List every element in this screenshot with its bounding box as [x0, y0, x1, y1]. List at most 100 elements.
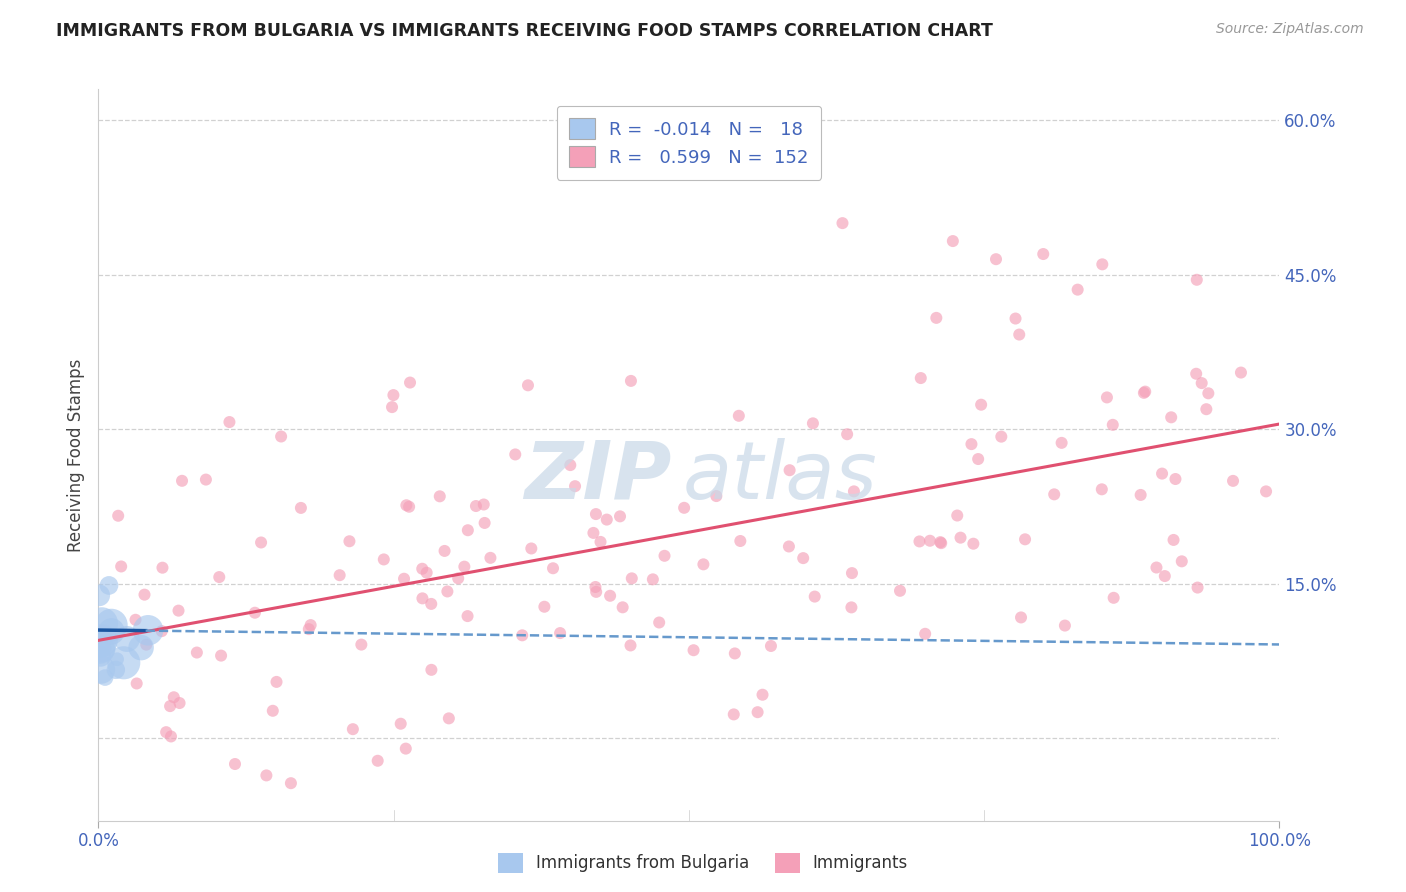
Point	[167, 604, 190, 618]
Point	[654, 549, 676, 563]
Point	[254, 768, 277, 782]
Point	[90, 616, 112, 631]
Point	[990, 430, 1012, 444]
Point	[831, 216, 853, 230]
Point	[517, 378, 540, 392]
Point	[1095, 391, 1118, 405]
Point	[759, 639, 782, 653]
Point	[1066, 283, 1088, 297]
Point	[1014, 533, 1036, 547]
Point	[585, 507, 607, 521]
Point	[415, 566, 437, 580]
Point	[465, 499, 488, 513]
Point	[520, 541, 543, 556]
Point	[159, 699, 181, 714]
Point	[730, 534, 752, 549]
Point	[778, 540, 800, 554]
Legend: Immigrants from Bulgaria, Immigrants: Immigrants from Bulgaria, Immigrants	[491, 847, 915, 880]
Point	[704, 489, 727, 503]
Point	[447, 571, 470, 585]
Point	[1091, 257, 1114, 271]
Point	[411, 562, 433, 576]
Point	[1171, 554, 1194, 568]
Point	[224, 757, 246, 772]
Point	[209, 648, 232, 663]
Point	[243, 606, 266, 620]
Point	[967, 452, 990, 467]
Point	[290, 500, 312, 515]
Point	[747, 705, 769, 719]
Point	[398, 500, 420, 514]
Point	[411, 591, 433, 606]
Point	[1230, 366, 1253, 380]
Point	[620, 571, 643, 585]
Point	[1222, 474, 1244, 488]
Point	[1185, 273, 1208, 287]
Point	[395, 741, 418, 756]
Point	[925, 310, 948, 325]
Point	[194, 473, 217, 487]
Point	[1135, 384, 1157, 399]
Point	[599, 589, 621, 603]
Point	[942, 234, 965, 248]
Point	[250, 535, 273, 549]
Text: Source: ZipAtlas.com: Source: ZipAtlas.com	[1216, 22, 1364, 37]
Point	[94, 671, 117, 685]
Point	[842, 484, 865, 499]
Point	[918, 533, 941, 548]
Point	[1004, 311, 1026, 326]
Text: atlas: atlas	[683, 438, 877, 516]
Point	[1091, 483, 1114, 497]
Point	[97, 578, 120, 592]
Point	[89, 588, 111, 602]
Point	[949, 531, 972, 545]
Point	[436, 584, 458, 599]
Point	[724, 647, 747, 661]
Point	[1050, 435, 1073, 450]
Point	[889, 583, 911, 598]
Point	[1008, 327, 1031, 342]
Point	[399, 376, 422, 390]
Point	[962, 537, 984, 551]
Point	[612, 600, 634, 615]
Point	[381, 400, 404, 414]
Point	[208, 570, 231, 584]
Point	[803, 590, 825, 604]
Point	[93, 641, 115, 656]
Point	[136, 624, 159, 638]
Text: IMMIGRANTS FROM BULGARIA VS IMMIGRANTS RECEIVING FOOD STAMPS CORRELATION CHART: IMMIGRANTS FROM BULGARIA VS IMMIGRANTS R…	[56, 22, 993, 40]
Point	[841, 566, 863, 580]
Point	[342, 722, 364, 736]
Point	[266, 674, 288, 689]
Point	[914, 627, 936, 641]
Point	[1129, 488, 1152, 502]
Legend: R =  -0.014   N =   18, R =   0.599   N =  152: R = -0.014 N = 18, R = 0.599 N = 152	[557, 105, 821, 180]
Point	[792, 551, 814, 566]
Point	[673, 500, 696, 515]
Point	[585, 585, 607, 599]
Point	[946, 508, 969, 523]
Point	[1152, 467, 1174, 481]
Point	[1187, 581, 1209, 595]
Point	[1153, 569, 1175, 583]
Point	[589, 535, 612, 549]
Point	[90, 633, 112, 648]
Point	[105, 652, 128, 666]
Point	[382, 388, 405, 402]
Point	[596, 512, 619, 526]
Point	[1195, 402, 1218, 417]
Point	[125, 676, 148, 690]
Point	[1254, 484, 1277, 499]
Point	[392, 572, 415, 586]
Point	[641, 572, 664, 586]
Y-axis label: Receiving Food Stamps: Receiving Food Stamps	[66, 359, 84, 551]
Point	[474, 516, 496, 530]
Point	[585, 580, 607, 594]
Point	[135, 638, 157, 652]
Point	[262, 704, 284, 718]
Point	[1133, 385, 1156, 400]
Point	[560, 458, 582, 472]
Point	[723, 707, 745, 722]
Point	[1185, 367, 1208, 381]
Point	[1160, 410, 1182, 425]
